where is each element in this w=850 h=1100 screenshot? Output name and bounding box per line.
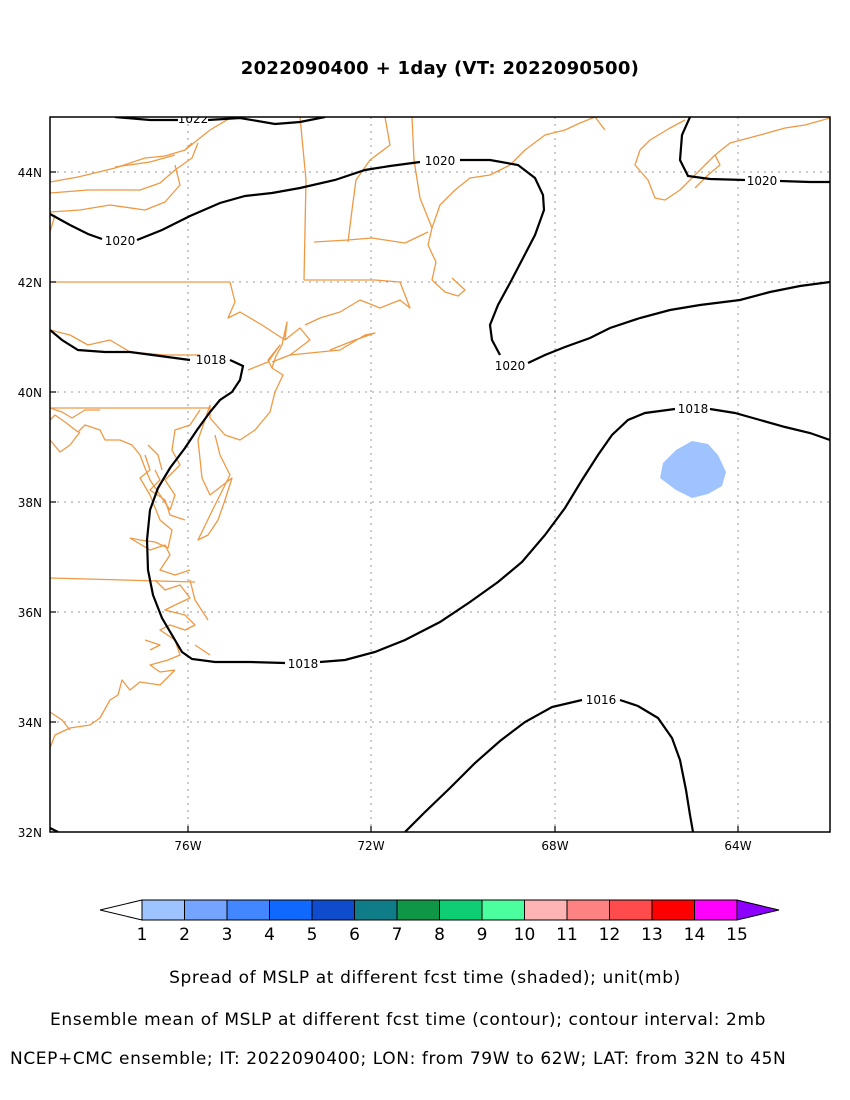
colorbar-bin-7-8 — [396, 899, 440, 921]
contour-1020-ne-line-b — [779, 179, 830, 184]
y-tick-label-42N: 42N — [18, 276, 42, 290]
x-tick-label-64W: 64W — [724, 839, 751, 853]
colorbar-bin-5-6 — [311, 899, 355, 921]
contour-1022-line-b — [207, 117, 326, 126]
contour-1018-w-line — [50, 329, 191, 362]
y-tick-label-36N: 36N — [18, 606, 42, 620]
colorbar-label-12: 12 — [599, 925, 621, 945]
plot-frame — [49, 116, 831, 833]
colorbar-label-9: 9 — [477, 925, 488, 945]
contour-1018-s-line-b — [319, 407, 676, 664]
colorbar-label-15: 15 — [726, 925, 748, 945]
colorbar-label-14: 14 — [684, 925, 706, 945]
gridlines — [50, 117, 830, 832]
contour-label-1018-s: 1018 — [288, 657, 319, 671]
colorbar — [99, 899, 780, 921]
contour-1018-s-line — [145, 359, 286, 665]
spread-shade-region — [660, 441, 726, 498]
colorbar-bin-2-3 — [184, 899, 228, 921]
contour-1016-line — [404, 698, 583, 832]
contour-1022-line — [114, 117, 178, 122]
y-tick-label-40N: 40N — [18, 386, 42, 400]
colorbar-bin-9-10 — [481, 899, 525, 921]
contour-label-1016: 1016 — [586, 693, 617, 707]
contour-1020-nw-line-b — [136, 160, 421, 242]
contour-label-1020-c: 1020 — [425, 154, 456, 168]
contour-label-1020-ne: 1020 — [747, 174, 778, 188]
y-tick-label-32N: 32N — [18, 826, 42, 840]
colorbar-label-8: 8 — [434, 925, 445, 945]
y-tick-label-34N: 34N — [18, 716, 42, 730]
colorbar-bin-14-15 — [694, 899, 738, 921]
colorbar-high-arrow — [736, 899, 780, 921]
contour-1020-c-line — [460, 158, 546, 356]
contour-label-1020-nw: 1020 — [105, 234, 136, 248]
contour-label-1018-w: 1018 — [196, 353, 227, 367]
colorbar-label-6: 6 — [349, 925, 360, 945]
colorbar-label-5: 5 — [307, 925, 318, 945]
colorbar-label-4: 4 — [264, 925, 275, 945]
colorbar-bin-13-14 — [651, 899, 695, 921]
contour-1016-line-b — [619, 698, 695, 832]
contour-1020-nw-line — [50, 213, 103, 241]
caption-ensemble-info: NCEP+CMC ensemble; IT: 2022090400; LON: … — [10, 1049, 787, 1069]
colorbar-bin-12-13 — [609, 899, 653, 921]
colorbar-bin-1-2 — [141, 899, 185, 921]
contour-label-1020-e: 1020 — [495, 359, 526, 373]
colorbar-bin-10-11 — [524, 899, 568, 921]
colorbar-bin-3-4 — [226, 899, 270, 921]
contour-1018-e-line — [709, 407, 830, 442]
colorbar-bin-8-9 — [439, 899, 483, 921]
contour-label-1022: 1022 — [178, 112, 209, 126]
x-tick-label-76W: 76W — [174, 839, 201, 853]
caption-ensemble-mean: Ensemble mean of MSLP at different fcst … — [50, 1010, 766, 1030]
contour-label-1018-e: 1018 — [678, 402, 709, 416]
contour-1020-ne-line — [678, 117, 746, 182]
tick-marks — [50, 171, 739, 832]
colorbar-bin-6-7 — [354, 899, 398, 921]
colorbar-bin-11-12 — [566, 899, 610, 921]
colorbar-label-2: 2 — [179, 925, 190, 945]
contour-1020-e-line — [527, 280, 830, 364]
colorbar-bin-4-5 — [269, 899, 313, 921]
contours — [50, 117, 830, 832]
colorbar-label-10: 10 — [514, 925, 536, 945]
x-tick-label-72W: 72W — [357, 839, 384, 853]
caption-spread: Spread of MSLP at different fcst time (s… — [169, 968, 681, 988]
figure-title: 2022090400 + 1day (VT: 2022090500) — [240, 58, 640, 79]
colorbar-label-13: 13 — [641, 925, 663, 945]
colorbar-low-arrow — [99, 899, 143, 921]
colorbar-label-11: 11 — [556, 925, 578, 945]
y-tick-label-44N: 44N — [18, 166, 42, 180]
colorbar-label-7: 7 — [392, 925, 403, 945]
colorbar-label-3: 3 — [222, 925, 233, 945]
coastlines-and-borders — [50, 117, 830, 749]
y-tick-label-38N: 38N — [18, 496, 42, 510]
colorbar-label-1: 1 — [137, 925, 148, 945]
x-tick-label-68W: 68W — [541, 839, 568, 853]
